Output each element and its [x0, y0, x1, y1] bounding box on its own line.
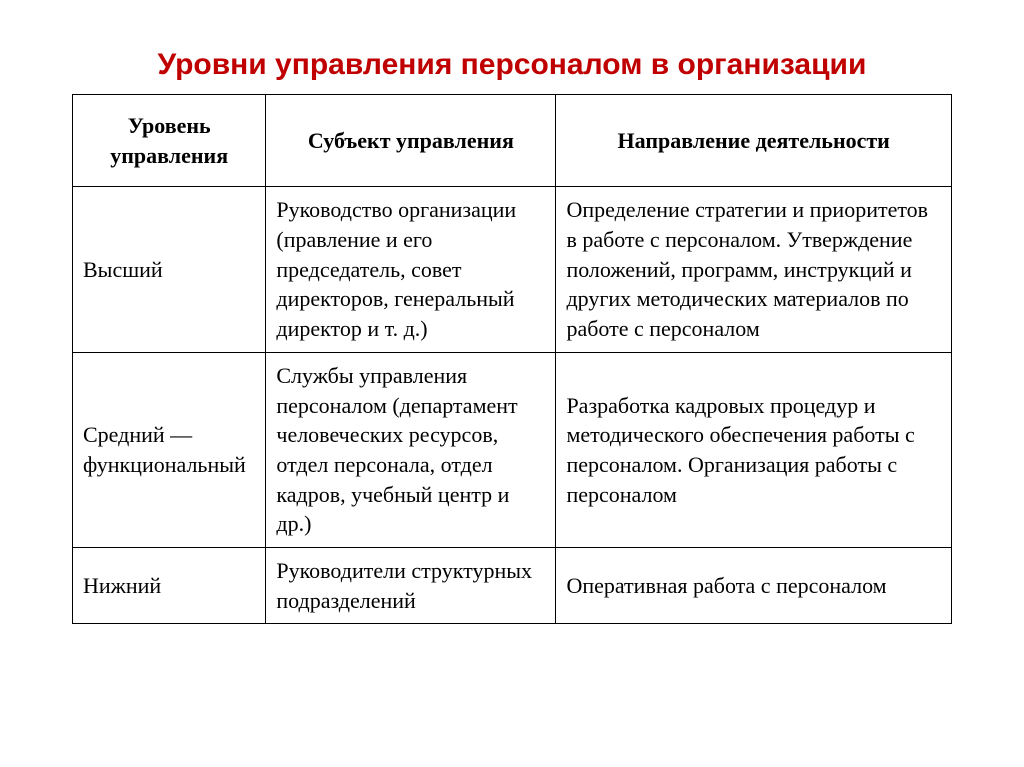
cell-subject: Руководство организации (правление и его… [266, 187, 556, 352]
table-header-row: Уровень управления Субъект управления На… [73, 95, 952, 187]
table-row: Высший Руководство организации (правлени… [73, 187, 952, 352]
table-row: Нижний Руководители структурных подразде… [73, 547, 952, 623]
cell-subject: Службы управления персоналом (департамен… [266, 352, 556, 547]
col-header-level: Уровень управления [73, 95, 266, 187]
page-title: Уровни управления персоналом в организац… [72, 48, 952, 82]
cell-subject: Руководители структурных подразделений [266, 547, 556, 623]
table-row: Средний — функциональный Службы управлен… [73, 352, 952, 547]
cell-direction: Оперативная работа с персоналом [556, 547, 952, 623]
col-header-direction: Направление деятельности [556, 95, 952, 187]
cell-level: Средний — функциональный [73, 352, 266, 547]
cell-direction: Разработка кадровых процедур и методичес… [556, 352, 952, 547]
cell-level: Высший [73, 187, 266, 352]
cell-direction: Определение стратегии и приоритетов в ра… [556, 187, 952, 352]
cell-level: Нижний [73, 547, 266, 623]
management-levels-table: Уровень управления Субъект управления На… [72, 94, 952, 624]
col-header-subject: Субъект управления [266, 95, 556, 187]
